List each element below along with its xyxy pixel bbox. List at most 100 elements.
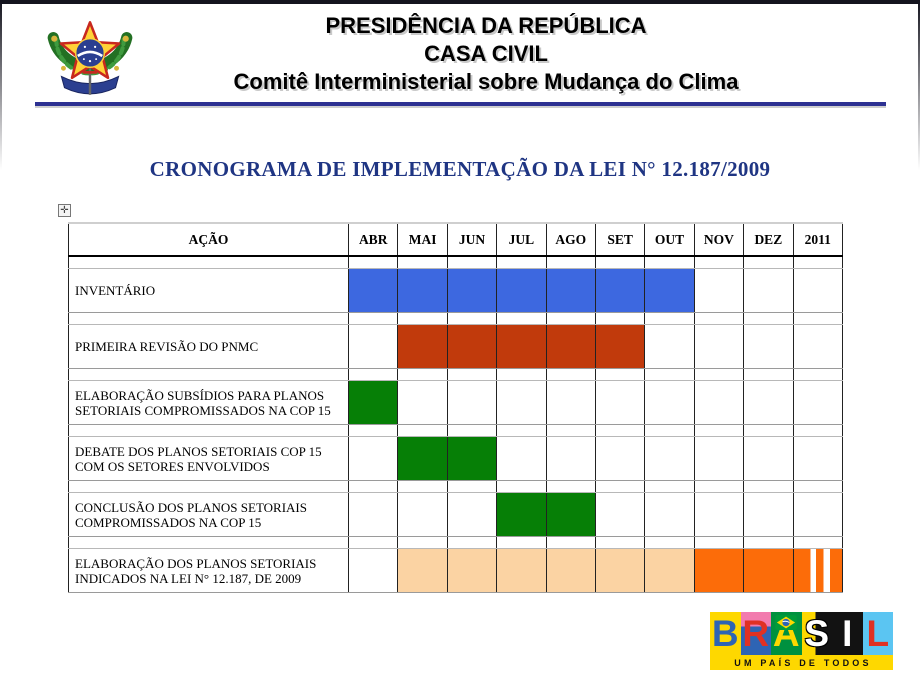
gantt-bar: [446, 324, 498, 369]
spacer-row: [68, 536, 844, 549]
gantt-bar: [496, 268, 547, 313]
spacer-cell: [545, 536, 596, 549]
gantt-cell: [446, 380, 498, 425]
spacer-cell: [496, 536, 547, 549]
spacer-cell: [545, 255, 596, 269]
spacer-row: [68, 312, 844, 325]
gantt-cell: [792, 492, 844, 537]
brasil-logo-letters: B R A S I L: [710, 612, 893, 655]
spacer-cell: [644, 536, 695, 549]
gantt-cell: [792, 324, 844, 369]
gantt-bar: [594, 548, 646, 593]
spacer-cell: [545, 480, 596, 493]
spacer-cell: [68, 368, 349, 381]
spacer-cell: [397, 536, 448, 549]
spacer-cell: [792, 368, 844, 381]
gantt-bar: [545, 548, 596, 593]
gantt-bar: [545, 268, 596, 313]
spacer-cell: [644, 312, 695, 325]
spacer-row: [68, 255, 844, 269]
brasil-logo-letter-i: I: [832, 612, 863, 655]
column-header-nov: NOV: [693, 222, 745, 257]
spacer-row: [68, 480, 844, 493]
gantt-cell: [644, 324, 695, 369]
brazil-flag-icon: [775, 615, 797, 630]
task-label-cell: CONCLUSÃO DOS PLANOS SETORIAIS COMPROMIS…: [68, 492, 349, 537]
gantt-bar: [496, 324, 547, 369]
gantt-cell: [545, 436, 596, 481]
column-header-action: AÇÃO: [68, 222, 349, 257]
gov-header-line-3: Comitê Interministerial sobre Mudança do…: [233, 69, 739, 94]
gantt-cell: [693, 380, 745, 425]
gantt-head: AÇÃO ABR MAI JUN JUL AGO SET OUT NOV DEZ 2011: [68, 222, 844, 257]
spacer-cell: [397, 424, 448, 437]
gantt-cell: [792, 436, 844, 481]
page-title: CRONOGRAMA DE IMPLEMENTAÇÃO DA LEI N° 12…: [149, 157, 771, 181]
spacer-cell: [693, 480, 745, 493]
top-edge-line: [0, 0, 920, 4]
task-label-cell: DEBATE DOS PLANOS SETORIAIS COP 15 COM O…: [68, 436, 349, 481]
spacer-cell: [594, 536, 646, 549]
gantt-bar: [397, 436, 448, 481]
spacer-cell: [496, 424, 547, 437]
gantt-bar: [347, 380, 399, 425]
spacer-cell: [594, 255, 646, 269]
spacer-cell: [594, 368, 646, 381]
spacer-cell: [347, 255, 399, 269]
spacer-cell: [446, 424, 498, 437]
column-header-ago: AGO: [545, 222, 596, 257]
gantt-cell: [693, 324, 745, 369]
spacer-cell: [693, 424, 745, 437]
spacer-cell: [693, 255, 745, 269]
spacer-cell: [545, 312, 596, 325]
right-edge-line: [918, 0, 920, 170]
table-move-handle-icon[interactable]: ✛: [58, 204, 71, 217]
column-header-jul: JUL: [496, 222, 547, 257]
gantt-body: INVENTÁRIO PRIMEIRA REVISÃO DO PNMC ELABOR…: [68, 255, 844, 593]
spacer-cell: [347, 480, 399, 493]
column-header-dez: DEZ: [743, 222, 794, 257]
gantt-cell: [594, 492, 646, 537]
spacer-cell: [644, 424, 695, 437]
brasil-logo-letter-r: R: [740, 612, 771, 655]
gantt-bar-striped: [792, 548, 844, 593]
task-label-cell: ELABORAÇÃO SUBSÍDIOS PARA PLANOS SETORIA…: [68, 380, 349, 425]
gantt-bar: [446, 268, 498, 313]
gov-header: PRESIDÊNCIA DA REPÚBLICA CASA CIVIL Comi…: [52, 12, 920, 96]
spacer-cell: [496, 480, 547, 493]
gantt-bar: [496, 548, 547, 593]
gov-header-line-1: PRESIDÊNCIA DA REPÚBLICA: [325, 13, 647, 38]
spacer-cell: [743, 312, 794, 325]
spacer-cell: [743, 536, 794, 549]
brasil-logo-letter-s: S: [801, 612, 832, 655]
spacer-cell: [347, 368, 399, 381]
brasil-logo-tagline: UM PAÍS DE TODOS: [710, 655, 893, 670]
spacer-cell: [397, 312, 448, 325]
column-header-mai: MAI: [397, 222, 448, 257]
gantt-cell: [743, 268, 794, 313]
gantt-bar: [644, 548, 695, 593]
spacer-cell: [68, 312, 349, 325]
spacer-row: [68, 368, 844, 381]
spacer-cell: [347, 312, 399, 325]
gantt-cell: [397, 492, 448, 537]
spacer-cell: [743, 255, 794, 269]
gantt-bar: [644, 268, 695, 313]
spacer-cell: [644, 480, 695, 493]
gantt-bar: [594, 268, 646, 313]
brazil-coat-of-arms-icon: [47, 21, 133, 95]
spacer-cell: [792, 480, 844, 493]
gantt-bar: [397, 324, 448, 369]
column-header-out: OUT: [644, 222, 695, 257]
spacer-cell: [644, 368, 695, 381]
spacer-cell: [693, 312, 745, 325]
spacer-cell: [594, 424, 646, 437]
spacer-cell: [743, 368, 794, 381]
gantt-cell: [693, 268, 745, 313]
gantt-cell: [594, 380, 646, 425]
gantt-cell: [743, 436, 794, 481]
spacer-cell: [68, 424, 349, 437]
gantt-cell: [792, 268, 844, 313]
gantt-task-row: ELABORAÇÃO SUBSÍDIOS PARA PLANOS SETORIA…: [68, 380, 844, 425]
spacer-cell: [545, 424, 596, 437]
